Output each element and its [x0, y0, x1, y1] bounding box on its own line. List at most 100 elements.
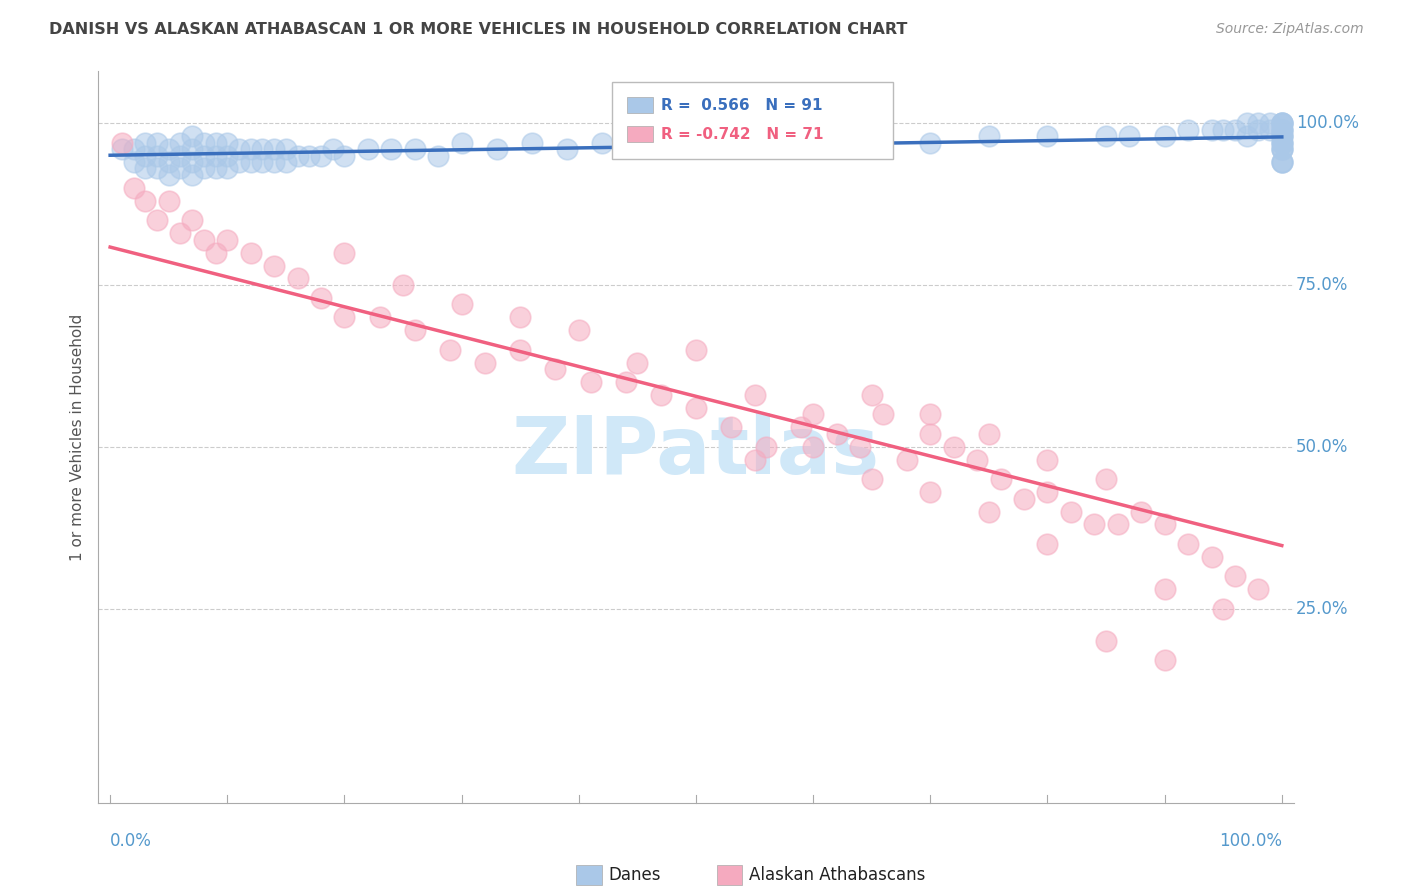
Point — [204, 245, 226, 260]
Point — [1271, 116, 1294, 130]
Point — [1247, 582, 1270, 597]
Point — [204, 161, 226, 176]
Point — [169, 161, 191, 176]
Text: Alaskan Athabascans: Alaskan Athabascans — [749, 866, 925, 884]
Y-axis label: 1 or more Vehicles in Household: 1 or more Vehicles in Household — [69, 313, 84, 561]
Point — [134, 148, 156, 162]
Point — [1223, 569, 1246, 583]
Point — [427, 148, 450, 162]
Point — [1271, 129, 1294, 144]
Point — [544, 362, 567, 376]
Point — [146, 213, 169, 227]
Point — [977, 426, 1000, 441]
Point — [239, 155, 262, 169]
Point — [920, 408, 942, 422]
Point — [239, 142, 262, 156]
Point — [825, 426, 848, 441]
Point — [146, 136, 169, 150]
Point — [1247, 116, 1270, 130]
Point — [1271, 142, 1294, 156]
Point — [744, 388, 766, 402]
Point — [122, 181, 145, 195]
Point — [193, 161, 215, 176]
Point — [274, 142, 297, 156]
Point — [380, 142, 402, 156]
Point — [1271, 129, 1294, 144]
Point — [181, 155, 204, 169]
Point — [966, 452, 988, 467]
Point — [274, 155, 297, 169]
Point — [977, 129, 1000, 144]
Text: 100.0%: 100.0% — [1296, 114, 1358, 132]
Point — [1271, 142, 1294, 156]
Text: 50.0%: 50.0% — [1296, 438, 1348, 456]
Point — [1271, 116, 1294, 130]
Point — [1271, 122, 1294, 136]
Point — [920, 426, 942, 441]
Point — [181, 129, 204, 144]
Point — [111, 142, 134, 156]
Text: Source: ZipAtlas.com: Source: ZipAtlas.com — [1216, 22, 1364, 37]
Point — [204, 148, 226, 162]
Point — [217, 233, 239, 247]
Point — [1083, 517, 1105, 532]
Point — [263, 155, 285, 169]
Point — [157, 194, 180, 208]
Point — [193, 148, 215, 162]
Point — [1247, 122, 1270, 136]
Point — [404, 142, 426, 156]
Point — [579, 375, 602, 389]
Point — [157, 142, 180, 156]
Point — [263, 259, 285, 273]
Point — [568, 323, 591, 337]
Point — [755, 440, 778, 454]
Point — [252, 142, 274, 156]
Point — [1177, 122, 1199, 136]
Point — [1258, 116, 1281, 130]
Point — [920, 136, 942, 150]
Point — [1177, 537, 1199, 551]
Point — [1271, 155, 1294, 169]
Point — [1271, 116, 1294, 130]
Point — [322, 142, 344, 156]
Point — [849, 440, 872, 454]
Point — [1271, 136, 1294, 150]
Point — [1153, 129, 1175, 144]
Point — [1060, 504, 1083, 518]
Point — [1271, 136, 1294, 150]
Point — [990, 472, 1012, 486]
Point — [193, 233, 215, 247]
Point — [1271, 129, 1294, 144]
Point — [1095, 634, 1118, 648]
Point — [169, 226, 191, 240]
Point — [169, 148, 191, 162]
Point — [157, 168, 180, 182]
Point — [1271, 116, 1294, 130]
Point — [520, 136, 543, 150]
Point — [228, 155, 250, 169]
Point — [193, 136, 215, 150]
Point — [146, 161, 169, 176]
Point — [134, 194, 156, 208]
Text: 25.0%: 25.0% — [1296, 599, 1348, 617]
Point — [1012, 491, 1035, 506]
Point — [111, 136, 134, 150]
Point — [555, 142, 578, 156]
Point — [860, 136, 883, 150]
Point — [1107, 517, 1129, 532]
Point — [217, 136, 239, 150]
Point — [439, 343, 461, 357]
Point — [146, 148, 169, 162]
Point — [720, 420, 742, 434]
Point — [685, 343, 707, 357]
Point — [1271, 155, 1294, 169]
Point — [485, 142, 508, 156]
Point — [1095, 129, 1118, 144]
Point — [263, 142, 285, 156]
Point — [1236, 129, 1258, 144]
Point — [1095, 472, 1118, 486]
Point — [450, 297, 472, 311]
Point — [614, 375, 637, 389]
Point — [122, 155, 145, 169]
Point — [450, 136, 472, 150]
